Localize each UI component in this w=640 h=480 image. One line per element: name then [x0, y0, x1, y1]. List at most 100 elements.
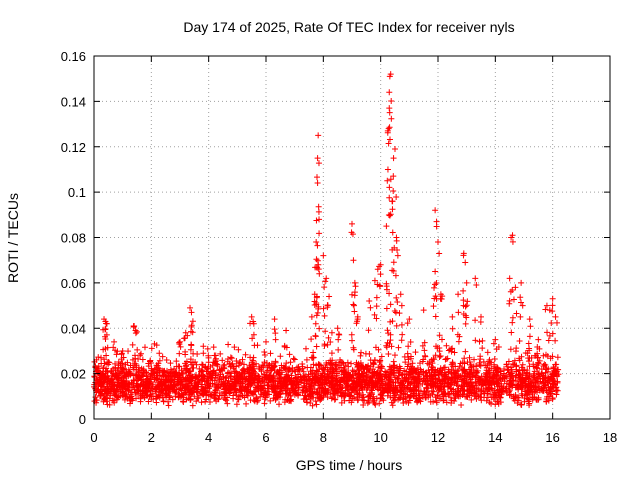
data-point	[538, 387, 545, 394]
data-point	[386, 184, 393, 191]
data-point	[331, 370, 338, 377]
data-point	[427, 382, 434, 389]
data-point	[252, 384, 259, 391]
data-point	[386, 105, 393, 112]
data-point	[416, 371, 423, 378]
data-point	[274, 381, 281, 388]
data-point	[512, 348, 519, 355]
data-point	[151, 366, 158, 373]
y-tick-label: 0	[79, 412, 86, 427]
data-point	[406, 397, 413, 404]
y-tick-label: 0.12	[61, 140, 86, 155]
data-point	[358, 349, 365, 356]
data-point	[497, 371, 504, 378]
data-point	[153, 399, 160, 406]
data-point	[450, 386, 457, 393]
data-point	[337, 364, 344, 371]
data-point	[246, 370, 253, 377]
data-point	[242, 376, 249, 383]
data-point	[133, 328, 140, 335]
data-point	[119, 366, 126, 373]
data-point	[390, 187, 397, 194]
data-point	[526, 333, 533, 340]
data-point	[451, 395, 458, 402]
data-point	[459, 392, 466, 399]
data-point	[97, 389, 104, 396]
data-point	[328, 329, 335, 336]
data-point	[207, 373, 214, 380]
data-point	[220, 378, 227, 385]
data-point	[103, 352, 110, 359]
data-point	[129, 364, 136, 371]
data-point	[472, 374, 479, 381]
data-point	[139, 356, 146, 363]
data-point	[314, 394, 321, 401]
data-point	[308, 393, 315, 400]
data-point	[377, 271, 384, 278]
data-point	[387, 337, 394, 344]
data-point	[271, 326, 278, 333]
data-point	[261, 359, 268, 366]
data-point	[272, 394, 279, 401]
data-point	[396, 310, 403, 317]
data-point	[334, 366, 341, 373]
data-point	[446, 368, 453, 375]
data-point	[276, 401, 283, 408]
data-point	[314, 180, 321, 187]
data-point	[426, 375, 433, 382]
data-point	[378, 395, 385, 402]
data-point	[501, 378, 508, 385]
data-point	[367, 304, 374, 311]
data-point	[387, 394, 394, 401]
data-point	[183, 384, 190, 391]
data-point	[315, 362, 322, 369]
data-point	[184, 380, 191, 387]
data-point	[188, 328, 195, 335]
data-point	[413, 379, 420, 386]
data-point	[333, 387, 340, 394]
data-point	[115, 358, 122, 365]
data-point	[505, 366, 512, 373]
data-point	[512, 284, 519, 291]
data-point	[249, 357, 256, 364]
data-point	[535, 354, 542, 361]
data-point	[549, 395, 556, 402]
data-point	[393, 322, 400, 329]
data-point	[396, 372, 403, 379]
data-point	[136, 383, 143, 390]
data-point	[211, 377, 218, 384]
data-point	[292, 382, 299, 389]
data-point	[316, 378, 323, 385]
data-point	[103, 390, 110, 397]
data-point	[294, 384, 301, 391]
data-point	[440, 386, 447, 393]
data-point	[387, 331, 394, 338]
data-point	[511, 357, 518, 364]
data-point	[507, 391, 514, 398]
data-point	[491, 355, 498, 362]
data-point	[120, 392, 127, 399]
data-point	[315, 203, 322, 210]
data-point	[387, 301, 394, 308]
data-point	[313, 239, 320, 246]
data-point	[549, 370, 556, 377]
data-point	[430, 384, 437, 391]
data-point	[349, 386, 356, 393]
data-point	[151, 374, 158, 381]
data-point	[334, 325, 341, 332]
data-point	[320, 305, 327, 312]
data-point	[187, 397, 194, 404]
data-point	[141, 344, 148, 351]
data-point	[328, 383, 335, 390]
data-point	[490, 340, 497, 347]
data-point	[228, 355, 235, 362]
data-point	[125, 366, 132, 373]
data-point	[486, 367, 493, 374]
data-point	[553, 372, 560, 379]
data-point	[406, 316, 413, 323]
data-point	[203, 396, 210, 403]
data-point	[217, 371, 224, 378]
data-point	[143, 372, 150, 379]
data-point	[200, 350, 207, 357]
data-point	[389, 267, 396, 274]
